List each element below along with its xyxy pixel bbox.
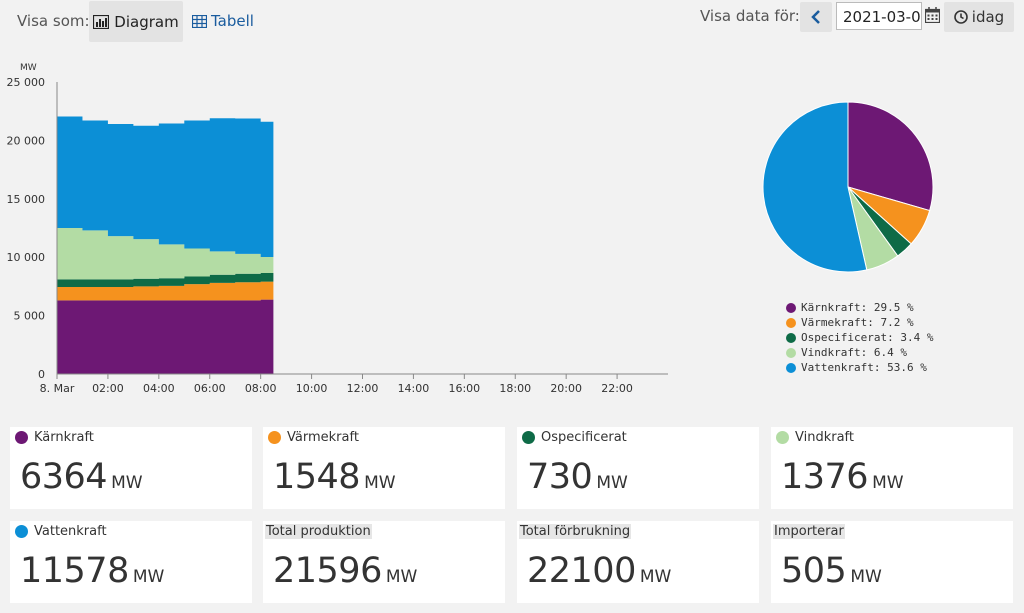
x-tick-label: 16:00 [448,382,480,395]
card-label: Importerar [773,524,845,539]
legend-item[interactable]: Värmekraft: 7.2 % [786,315,933,330]
area-series-ospecificerat [57,273,274,287]
today-label: idag [971,8,1005,26]
card-color-dot [15,525,28,538]
card-label: Värmekraft [287,430,359,445]
card-unit: MW [111,473,143,493]
x-tick-label: 8. Mar [40,382,75,395]
summary-card: Ospecificerat 730 MW [517,427,759,509]
x-tick-label: 20:00 [550,382,582,395]
area-series-kärnkraft [57,299,274,374]
x-tick-label: 14:00 [398,382,430,395]
area-series-vindkraft [57,228,274,280]
legend-item[interactable]: Kärnkraft: 29.5 % [786,300,933,315]
card-label: Vattenkraft [34,524,107,539]
card-label: Ospecificerat [541,430,627,445]
card-label: Vindkraft [795,430,854,445]
clock-icon [953,10,968,24]
card-color-dot [776,431,789,444]
table-view-button[interactable]: Tabell [192,12,254,30]
card-unit: MW [872,473,904,493]
legend-item[interactable]: Ospecificerat: 3.4 % [786,330,933,345]
summary-card: Vattenkraft 11578 MW [10,521,252,603]
date-input[interactable]: 2021-03-0 [836,2,922,30]
bar-chart-icon [93,14,110,29]
card-value: 21596 [273,551,382,591]
summary-card: Kärnkraft 6364 MW [10,427,252,509]
summary-card: Värmekraft 1548 MW [263,427,505,509]
card-color-dot [522,431,535,444]
y-tick-label: 10 000 [7,251,46,264]
production-area-chart: MW 0 5 000 10 000 15 000 20 000 25 000 8. Mar 02… [7,63,668,395]
x-tick-label: 08:00 [245,382,277,395]
card-unit: MW [639,567,672,587]
table-icon [192,14,207,28]
card-unit: MW [385,567,418,587]
legend-dot [786,347,796,358]
area-series-vattenkraft [57,116,274,257]
x-tick-label: 22:00 [601,382,633,395]
card-value: 22100 [527,551,636,591]
toolbar: Visa som: Diagram Tabell Visa data för: … [0,0,1024,44]
legend-label: Ospecificerat: 3.4 % [801,331,934,344]
card-value: 1376 [781,457,869,497]
x-tick-label: 18:00 [499,382,531,395]
diagram-label: Diagram [114,12,179,31]
x-tick-label: 06:00 [194,382,226,395]
card-label: Total förbrukning [519,524,632,539]
y-tick-label: 0 [38,368,45,381]
card-value: 730 [527,457,593,497]
y-axis-unit-label: MW [20,63,37,73]
card-unit: MW [596,473,628,493]
card-color-dot [15,431,28,444]
today-button[interactable]: idag [944,2,1014,32]
legend-label: Vindkraft: 6.4 % [801,346,907,359]
legend-dot [786,317,796,328]
area-series-värmekraft [57,281,274,301]
summary-card: Vindkraft 1376 MW [771,427,1013,509]
summary-card: Total produktion 21596 MW [263,521,505,603]
card-unit: MW [132,567,165,587]
y-tick-label: 5 000 [14,310,46,323]
pie-legend: Kärnkraft: 29.5 % Värmekraft: 7.2 % Ospeci… [786,300,933,375]
view-as-label: Visa som: [17,12,90,30]
card-label: Kärnkraft [34,430,94,445]
legend-dot [786,332,796,343]
card-color-dot [268,431,281,444]
card-unit: MW [364,473,396,493]
card-unit: MW [850,567,882,587]
table-label: Tabell [211,12,254,30]
chevron-left-icon [811,10,820,24]
show-data-for-label: Visa data för: [700,7,800,25]
previous-day-button[interactable] [800,2,832,32]
card-value: 505 [781,551,847,591]
legend-label: Kärnkraft: 29.5 % [801,301,914,314]
legend-dot [786,362,796,373]
legend-label: Värmekraft: 7.2 % [801,316,914,329]
card-value: 1548 [273,457,361,497]
x-tick-label: 02:00 [92,382,124,395]
y-tick-label: 15 000 [7,193,46,206]
legend-item[interactable]: Vindkraft: 6.4 % [786,345,933,360]
y-tick-label: 20 000 [7,134,46,147]
summary-card: Total förbrukning 22100 MW [517,521,759,603]
card-value: 11578 [20,551,129,591]
production-pie-chart [762,101,934,273]
y-tick-label: 25 000 [7,76,46,89]
card-label: Total produktion [265,524,372,539]
summary-card: Importerar 505 MW [771,521,1013,603]
pie-slice-kärnkraft [847,101,934,212]
legend-item[interactable]: Vattenkraft: 53.6 % [786,360,933,375]
legend-label: Vattenkraft: 53.6 % [801,361,927,374]
x-tick-label: 12:00 [347,382,379,395]
pie-slice-vattenkraft [762,101,868,273]
x-tick-label: 10:00 [296,382,328,395]
card-value: 6364 [20,457,108,497]
x-tick-label: 04:00 [143,382,175,395]
diagram-view-button[interactable]: Diagram [89,1,183,42]
calendar-icon[interactable] [925,7,940,23]
legend-dot [786,302,796,313]
